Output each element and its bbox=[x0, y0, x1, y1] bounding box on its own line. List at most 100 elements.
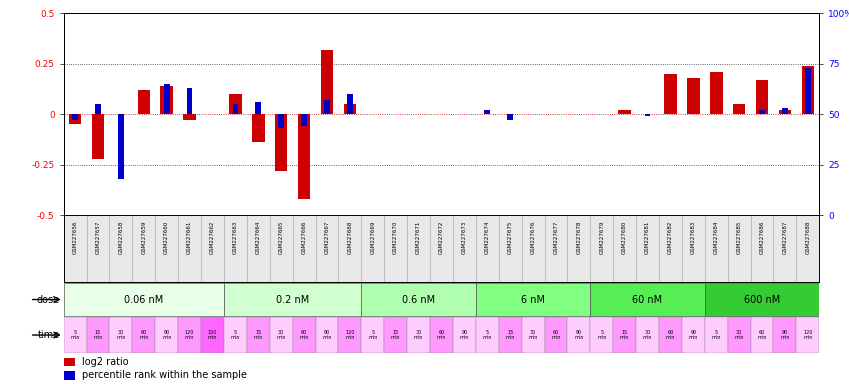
Bar bbox=[293, 215, 316, 282]
Bar bbox=[430, 215, 453, 282]
Bar bbox=[544, 317, 567, 353]
Bar bbox=[728, 317, 751, 353]
Text: GSM227673: GSM227673 bbox=[462, 220, 467, 254]
Bar bbox=[521, 317, 544, 353]
Text: 120
min: 120 min bbox=[803, 330, 812, 340]
Bar bbox=[224, 283, 362, 316]
Bar bbox=[664, 74, 677, 114]
Bar bbox=[316, 215, 339, 282]
Text: 90
min: 90 min bbox=[780, 330, 790, 340]
Bar bbox=[385, 317, 408, 353]
Bar bbox=[728, 215, 751, 282]
Bar bbox=[796, 317, 819, 353]
Text: GSM227662: GSM227662 bbox=[210, 220, 215, 254]
Bar bbox=[344, 104, 357, 114]
Bar bbox=[270, 317, 293, 353]
Bar bbox=[362, 317, 385, 353]
Bar bbox=[659, 215, 682, 282]
Text: GSM227682: GSM227682 bbox=[668, 220, 673, 254]
Bar bbox=[801, 66, 814, 114]
Text: GSM227657: GSM227657 bbox=[96, 220, 100, 254]
Text: log2 ratio: log2 ratio bbox=[82, 357, 129, 367]
Text: GSM227679: GSM227679 bbox=[599, 220, 604, 254]
Bar bbox=[247, 317, 270, 353]
Bar bbox=[475, 317, 498, 353]
Text: 150
min: 150 min bbox=[208, 330, 217, 340]
Text: 30
min: 30 min bbox=[528, 330, 537, 340]
Bar bbox=[316, 317, 339, 353]
Bar bbox=[118, 114, 124, 179]
Text: GSM227659: GSM227659 bbox=[141, 220, 146, 254]
Bar bbox=[229, 94, 242, 114]
Bar bbox=[87, 317, 110, 353]
Bar bbox=[644, 114, 650, 116]
Bar bbox=[160, 86, 173, 114]
Bar bbox=[201, 215, 224, 282]
Text: 5
min: 5 min bbox=[711, 330, 721, 340]
Text: 5
min: 5 min bbox=[597, 330, 606, 340]
Text: 5
min: 5 min bbox=[231, 330, 240, 340]
Text: 15
min: 15 min bbox=[93, 330, 103, 340]
Bar bbox=[339, 215, 362, 282]
Bar bbox=[138, 90, 150, 114]
Bar bbox=[233, 104, 239, 114]
Bar bbox=[733, 104, 745, 114]
Text: GSM227685: GSM227685 bbox=[737, 220, 742, 254]
Text: GSM227684: GSM227684 bbox=[714, 220, 719, 254]
Bar bbox=[64, 283, 224, 316]
Bar bbox=[278, 114, 284, 128]
Bar bbox=[324, 100, 330, 114]
Bar bbox=[759, 110, 765, 114]
Bar bbox=[64, 358, 76, 366]
Text: GSM227658: GSM227658 bbox=[118, 220, 123, 254]
Bar bbox=[132, 215, 155, 282]
Bar bbox=[301, 114, 307, 126]
Bar bbox=[508, 114, 513, 120]
Text: 5
min: 5 min bbox=[70, 330, 80, 340]
Text: GSM227678: GSM227678 bbox=[576, 220, 582, 254]
Bar bbox=[773, 215, 796, 282]
Bar bbox=[64, 317, 87, 353]
Bar bbox=[252, 114, 265, 142]
Text: 60 nM: 60 nM bbox=[633, 295, 662, 305]
Text: 120
min: 120 min bbox=[185, 330, 194, 340]
Text: 5
min: 5 min bbox=[482, 330, 492, 340]
Bar bbox=[72, 114, 78, 120]
Bar bbox=[751, 317, 773, 353]
Text: 30
min: 30 min bbox=[414, 330, 424, 340]
Bar bbox=[69, 114, 82, 124]
Bar bbox=[164, 84, 170, 114]
Bar bbox=[613, 215, 636, 282]
Text: 60
min: 60 min bbox=[300, 330, 309, 340]
Text: 15
min: 15 min bbox=[620, 330, 629, 340]
Text: 60
min: 60 min bbox=[757, 330, 767, 340]
Bar bbox=[321, 50, 334, 114]
Text: 90
min: 90 min bbox=[689, 330, 698, 340]
Bar bbox=[779, 110, 791, 114]
Bar bbox=[64, 371, 76, 380]
Bar bbox=[275, 114, 288, 170]
Bar bbox=[659, 317, 682, 353]
Bar bbox=[485, 110, 490, 114]
Bar bbox=[521, 215, 544, 282]
Text: 5
min: 5 min bbox=[368, 330, 378, 340]
Bar bbox=[498, 215, 521, 282]
Bar bbox=[64, 215, 87, 282]
Bar bbox=[339, 317, 362, 353]
Text: GSM227674: GSM227674 bbox=[485, 220, 490, 254]
Bar bbox=[453, 215, 475, 282]
Text: GSM227683: GSM227683 bbox=[691, 220, 696, 254]
Text: 60
min: 60 min bbox=[139, 330, 149, 340]
Bar bbox=[567, 215, 590, 282]
Text: 90
min: 90 min bbox=[574, 330, 583, 340]
Bar bbox=[613, 317, 636, 353]
Bar bbox=[705, 215, 728, 282]
Bar bbox=[682, 215, 705, 282]
Text: 120
min: 120 min bbox=[346, 330, 355, 340]
Bar bbox=[475, 215, 498, 282]
Bar bbox=[247, 215, 270, 282]
Bar bbox=[805, 68, 811, 114]
Bar bbox=[590, 283, 705, 316]
Text: GSM227687: GSM227687 bbox=[783, 220, 787, 254]
Bar bbox=[178, 215, 201, 282]
